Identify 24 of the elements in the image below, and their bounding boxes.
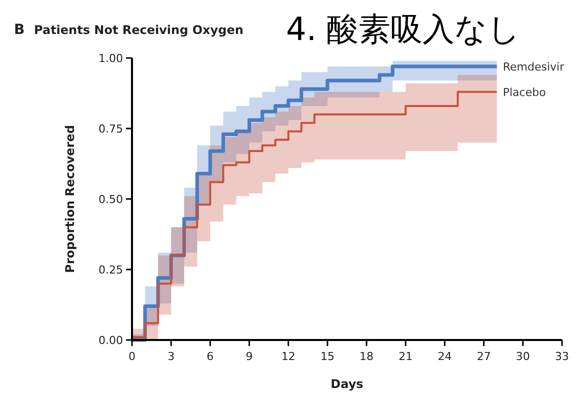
text: B <box>14 22 25 38</box>
series-label: Remdesivir <box>502 60 565 74</box>
y-axis-title: Proportion Recovered <box>63 125 77 273</box>
x-tick-label: 15 <box>320 350 334 363</box>
y-tick-label: 0.25 <box>98 264 123 276</box>
x-tick-label: 0 <box>128 350 136 363</box>
y-tick-label: 1.00 <box>98 52 123 65</box>
chart-title: Patients Not Receiving Oxygen <box>34 23 244 37</box>
x-tick-label: 21 <box>398 350 413 363</box>
y-tick-label: 0.00 <box>98 334 123 347</box>
text: 4. 酸素吸入なし <box>286 10 521 48</box>
x-axis-title: Days <box>330 377 364 391</box>
x-tick-label: 3 <box>168 350 175 363</box>
y-tick-label: 0.75 <box>98 122 123 136</box>
x-tick-label: 33 <box>555 350 569 363</box>
x-tick-label: 30 <box>516 350 530 363</box>
x-tick-label: 18 <box>360 350 374 363</box>
y-tick-label: 0.50 <box>98 193 123 206</box>
x-tick-label: 6 <box>206 350 214 363</box>
x-tick-label: 12 <box>281 350 296 363</box>
series-label: Placebo <box>502 86 546 99</box>
x-tick-label: 27 <box>476 350 491 363</box>
x-tick-label: 24 <box>438 350 452 363</box>
x-tick-label: 9 <box>246 350 253 363</box>
